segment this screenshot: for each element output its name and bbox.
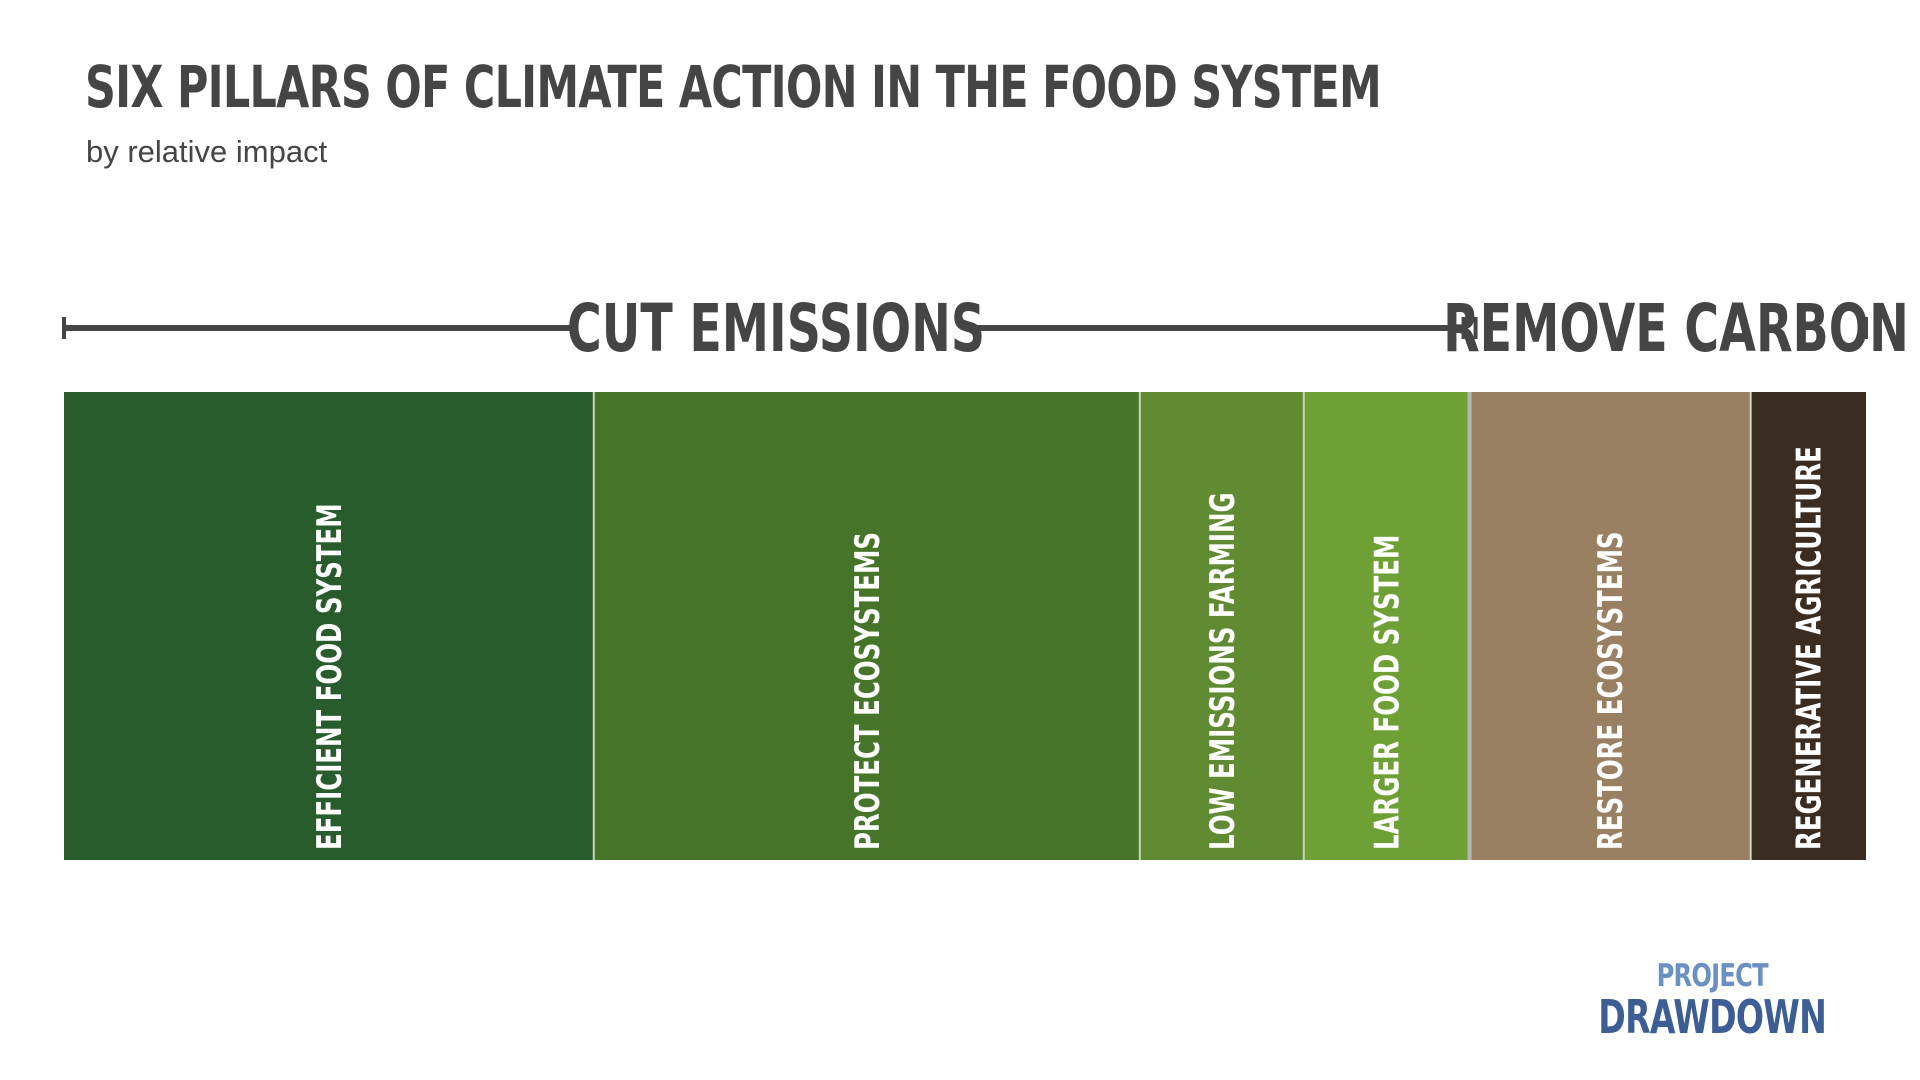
group-label-remove-carbon: REMOVE CARBON <box>1443 290 1909 367</box>
project-drawdown-logo: PROJECT DRAWDOWN <box>1554 958 1870 1044</box>
logo-line-project: PROJECT <box>1656 958 1768 994</box>
group-label-cut-emissions: CUT EMISSIONS <box>567 290 985 367</box>
bar-label-efficient-food-system: EFFICIENT FOOD SYSTEM <box>310 503 349 850</box>
bar-efficient-food-system <box>64 392 594 860</box>
bar-larger-food-system <box>1303 392 1470 860</box>
chart-subtitle: by relative impact <box>86 134 328 169</box>
bar-label-low-emissions-farming: LOW EMISSIONS FARMING <box>1203 492 1242 850</box>
chart-title: SIX PILLARS OF CLIMATE ACTION IN THE FOO… <box>85 53 1382 121</box>
group-brackets: CUT EMISSIONS REMOVE CARBON <box>62 290 1909 367</box>
bar-segments: EFFICIENT FOOD SYSTEM PROTECT ECOSYSTEMS L… <box>64 392 1866 860</box>
bar-label-restore-ecosystems: RESTORE ECOSYSTEMS <box>1591 531 1630 850</box>
bar-label-protect-ecosystems: PROTECT ECOSYSTEMS <box>848 532 887 850</box>
bar-regenerative-agriculture <box>1750 392 1866 860</box>
bar-restore-ecosystems <box>1469 392 1751 860</box>
bar-low-emissions-farming <box>1139 392 1304 860</box>
bar-protect-ecosystems <box>593 392 1140 860</box>
bar-label-regenerative-agriculture: REGENERATIVE AGRICULTURE <box>1789 446 1828 850</box>
logo-line-drawdown: DRAWDOWN <box>1597 990 1827 1044</box>
bar-label-larger-food-system: LARGER FOOD SYSTEM <box>1368 535 1407 850</box>
